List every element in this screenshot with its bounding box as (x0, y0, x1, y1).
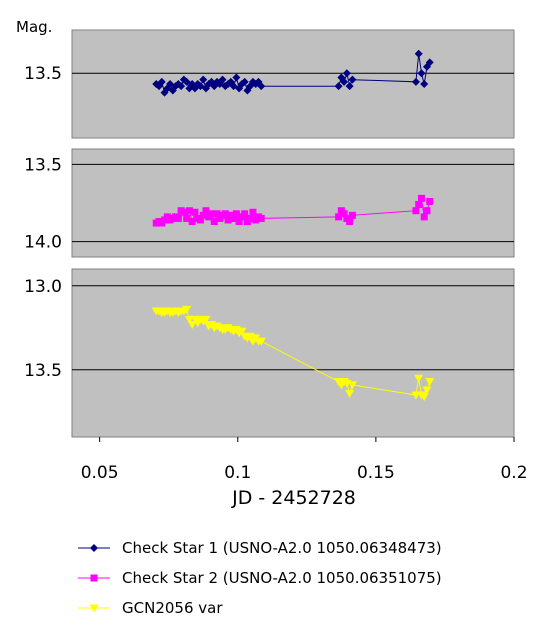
data-point (346, 218, 354, 226)
data-point (202, 207, 210, 215)
legend-label: Check Star 1 (USNO-A2.0 1050.06348473) (122, 539, 442, 557)
data-point (414, 374, 424, 383)
data-point (347, 381, 357, 390)
data-point (345, 82, 354, 91)
data-point (232, 210, 240, 218)
data-point (415, 201, 423, 209)
data-point (257, 214, 265, 222)
data-point (426, 197, 434, 205)
legend: Check Star 1 (USNO-A2.0 1050.06348473) Ch… (78, 539, 442, 617)
data-point (230, 214, 238, 222)
data-point (257, 82, 266, 91)
data-point (235, 218, 243, 226)
data-point (334, 82, 343, 91)
data-point (420, 80, 429, 88)
data-point (420, 213, 428, 221)
data-point (177, 82, 186, 91)
legend-marker (90, 574, 98, 582)
x-tick-label: 0.05 (81, 463, 119, 483)
legend-label: Check Star 2 (USNO-A2.0 1050.06351075) (122, 569, 442, 587)
x-tick-label: 0.1 (224, 463, 251, 483)
data-point (417, 194, 425, 202)
data-point (182, 305, 192, 314)
panel-3: 13.0 13.5 (24, 268, 515, 438)
x-tick-label: 0.2 (500, 463, 527, 483)
panel-1: 13.5 (24, 29, 515, 139)
data-point (249, 208, 257, 216)
data-point (232, 73, 241, 82)
data-point (213, 210, 221, 218)
data-point (183, 214, 191, 222)
data-point (199, 75, 208, 84)
data-point (342, 69, 351, 78)
data-point (335, 213, 343, 221)
legend-marker (90, 544, 98, 552)
data-point (185, 207, 193, 215)
data-point (340, 210, 348, 218)
data-point (188, 218, 196, 226)
data-point (201, 315, 211, 324)
data-point (241, 210, 249, 218)
data-point (345, 389, 355, 398)
y-tick-label: 13.5 (24, 64, 62, 84)
legend-label: GCN2056 var (122, 599, 223, 617)
data-point (218, 75, 227, 84)
data-point (256, 337, 266, 346)
data-point (210, 218, 218, 226)
data-point (191, 208, 199, 216)
data-point (423, 207, 431, 215)
data-point (422, 386, 432, 395)
data-point (196, 216, 204, 224)
x-axis-title: JD - 2452728 (231, 487, 356, 509)
data-point (224, 216, 232, 224)
data-point (417, 69, 426, 78)
data-point (412, 207, 420, 215)
data-point (425, 378, 435, 387)
y-tick-label: 14.0 (24, 233, 62, 253)
data-point (411, 77, 420, 86)
data-point (237, 327, 247, 336)
y-tick-label: 13.5 (24, 361, 62, 381)
plot-area (71, 148, 515, 258)
y-axis-label: Mag. (16, 18, 52, 36)
plot-area (71, 29, 515, 139)
panels-group: 13.5 13.5 14.0 13.0 13.5 (24, 29, 515, 438)
data-point (221, 210, 229, 218)
data-point (340, 77, 349, 86)
plot-area (71, 268, 515, 438)
data-point (157, 77, 166, 86)
y-tick-label: 13.0 (24, 277, 62, 297)
legend-marker (89, 604, 99, 613)
data-point (246, 214, 254, 222)
data-point (208, 210, 216, 218)
x-tick-label: 0.15 (357, 463, 395, 483)
data-point (240, 77, 249, 86)
data-point (425, 58, 434, 67)
x-axis: 0.05 0.1 0.15 0.2 (81, 437, 528, 483)
data-point (414, 49, 423, 58)
data-point (180, 208, 188, 216)
data-point (348, 211, 356, 219)
data-point (419, 393, 429, 402)
panel-2: 13.5 14.0 (24, 148, 515, 258)
y-tick-label: 13.5 (24, 155, 62, 175)
data-point (348, 75, 357, 84)
data-point (199, 211, 207, 219)
data-point (174, 214, 182, 222)
